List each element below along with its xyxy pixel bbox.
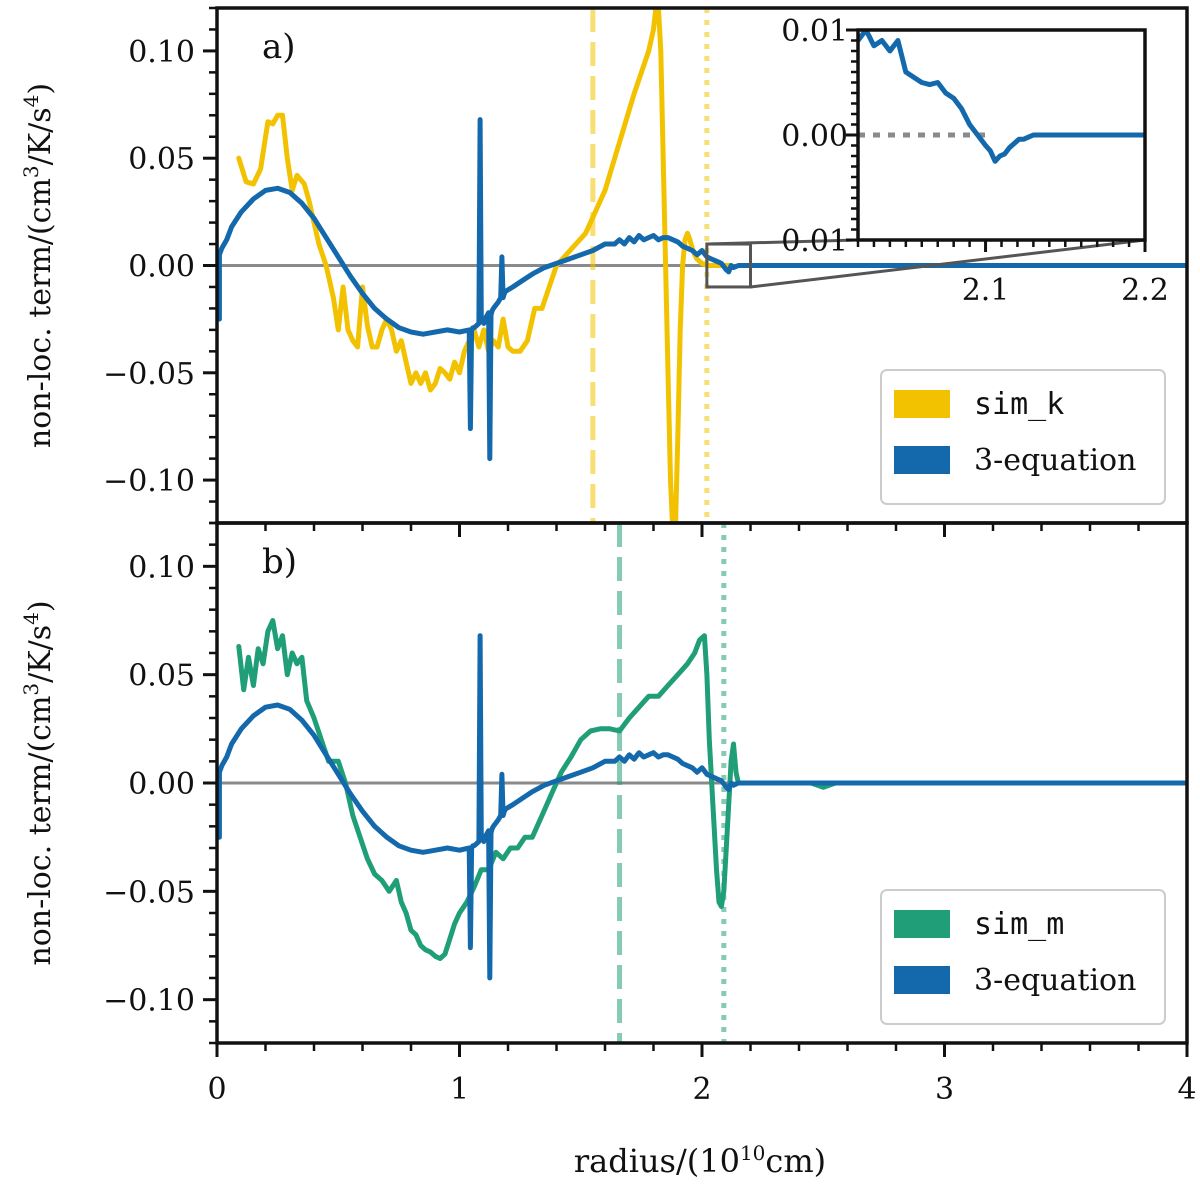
xtick-label: 3: [935, 1072, 954, 1107]
legend-box-b: [880, 889, 1166, 1025]
legend-box-a: [880, 369, 1166, 505]
series-sim_m-b: [236, 618, 1187, 961]
zoom-connector: [706, 238, 859, 246]
ytick-label-b: 0.05: [128, 659, 195, 694]
inset-ytick-label: 0.00: [781, 119, 848, 154]
zoom-connector: [750, 238, 1146, 289]
xtick-label: 1: [450, 1072, 469, 1107]
inset-plot-area: [858, 30, 1145, 164]
panel-label-b: b): [262, 542, 297, 582]
panel-b: 0.10 0.05 0.00 −0.05 −0.10 b) non-loc. term/(c…: [19, 521, 1197, 1107]
xtick-label: 2: [692, 1072, 711, 1107]
series-3-equation-a: [217, 117, 1187, 462]
legend-label-3-equation: 3-equation: [974, 443, 1136, 478]
plot-area-a: [217, 8, 1187, 523]
ytick-label-a: −0.10: [103, 464, 195, 499]
xtick-label: 0: [207, 1072, 226, 1107]
ytick-label-a: −0.05: [103, 357, 195, 392]
legend-swatch-3-equation: [894, 446, 950, 474]
inset-ytick-label: 0.01: [781, 14, 848, 49]
inset-xtick-label: 2.1: [962, 273, 1010, 308]
legend-label-3-equation: 3-equation: [974, 963, 1136, 998]
ytick-label-b: −0.10: [103, 984, 195, 1019]
legend-swatch-sim_k: [894, 390, 950, 418]
inset-zoom: 2.1 2.2 0.01 0.00 0.01: [705, 14, 1169, 308]
ytick-label-a: 0.05: [128, 142, 195, 177]
x-axis-label: radius/(1010cm): [574, 1141, 826, 1180]
inset-ytick-label: 0.01: [781, 224, 848, 259]
ytick-label-b: −0.05: [103, 875, 195, 910]
y-axis-label-a: non-loc. term/(cm3/K/s4): [19, 83, 58, 448]
y-axis-label-b: non-loc. term/(cm3/K/s4): [19, 600, 58, 965]
panel-a: 0.10 0.05 0.00 −0.05 −0.10 a) non-loc. term/(c…: [19, 6, 1189, 537]
legend-label-sim_m: sim_m: [974, 907, 1064, 942]
series-3-equation-b: [217, 633, 1187, 981]
ytick-label-b: 0.00: [128, 767, 195, 802]
xtick-label: 4: [1177, 1072, 1196, 1107]
legend-label-sim_k: sim_k: [974, 387, 1064, 422]
inset-xtick-label: 2.2: [1121, 273, 1169, 308]
ytick-label-b: 0.10: [128, 550, 195, 585]
panel-label-a: a): [262, 27, 296, 67]
legend-a: sim_k 3-equation: [880, 369, 1166, 505]
inset-frame: [856, 28, 1147, 242]
legend-swatch-sim_m: [894, 910, 950, 938]
plot-area-b: [217, 523, 1187, 1043]
axes-frame-b: [215, 521, 1189, 1045]
legend-swatch-3-equation: [894, 966, 950, 994]
series-sim_k-a: [236, 8, 734, 523]
ytick-label-a: 0.10: [128, 35, 195, 70]
legend-b: sim_m 3-equation: [880, 889, 1166, 1025]
inset-series-3-equation: [858, 30, 1145, 164]
ytick-label-a: 0.00: [128, 250, 195, 285]
